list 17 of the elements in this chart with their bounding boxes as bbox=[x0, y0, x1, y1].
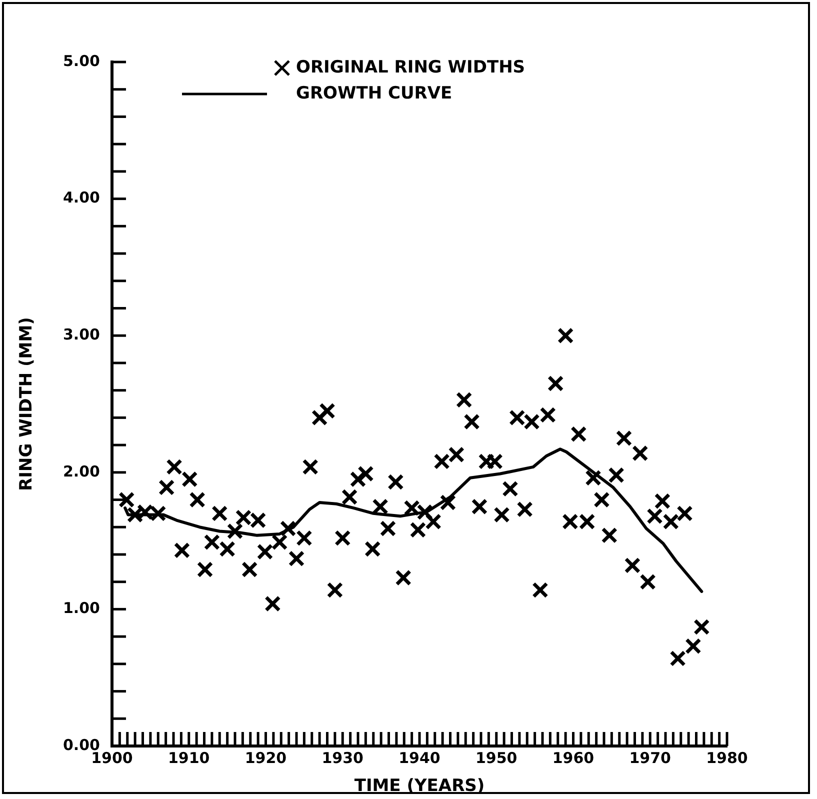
x-tick-label: 1950 bbox=[476, 748, 518, 767]
x-axis-title: TIME (YEARS) bbox=[354, 776, 485, 796]
x-tick-label: 1940 bbox=[398, 748, 440, 767]
x-tick-label: 1980 bbox=[706, 748, 748, 767]
x-tick-label: 1910 bbox=[168, 748, 210, 767]
legend-label: ORIGINAL RING WIDTHS bbox=[296, 57, 526, 78]
x-tick-label: 1970 bbox=[629, 748, 671, 767]
y-tick-label: 3.00 bbox=[62, 325, 100, 344]
y-tick-label: 1.00 bbox=[62, 599, 100, 618]
x-tick-label: 1930 bbox=[322, 748, 364, 767]
x-tick-label: 1920 bbox=[244, 748, 287, 767]
x-tick-label: 1960 bbox=[552, 748, 594, 767]
y-tick-label: 4.00 bbox=[62, 188, 100, 207]
legend-label: GROWTH CURVE bbox=[296, 83, 452, 104]
y-tick-label: 5.00 bbox=[62, 52, 100, 70]
y-axis-title: RING WIDTH (MM) bbox=[16, 317, 37, 491]
y-tick-label: 2.00 bbox=[62, 462, 100, 480]
